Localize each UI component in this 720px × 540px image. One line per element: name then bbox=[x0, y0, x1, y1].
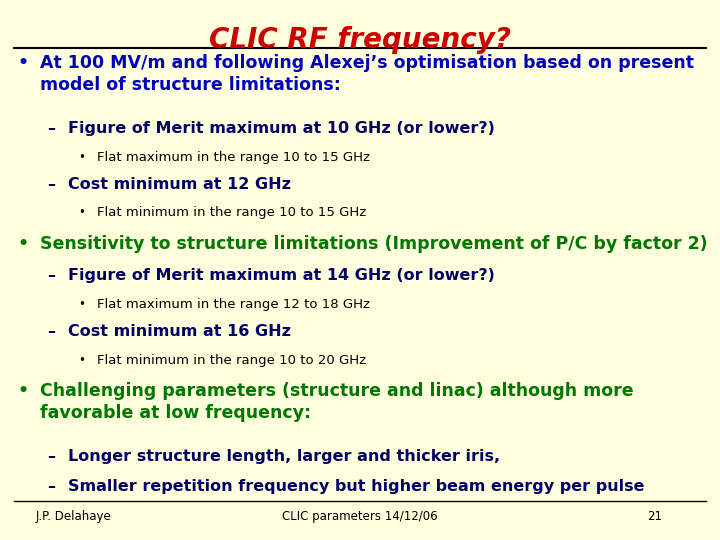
Text: Flat minimum in the range 10 to 15 GHz: Flat minimum in the range 10 to 15 GHz bbox=[97, 206, 366, 219]
Text: –: – bbox=[47, 177, 55, 192]
Text: Flat maximum in the range 10 to 15 GHz: Flat maximum in the range 10 to 15 GHz bbox=[97, 151, 370, 164]
Text: •: • bbox=[78, 151, 85, 164]
Text: Figure of Merit maximum at 14 GHz (or lower?): Figure of Merit maximum at 14 GHz (or lo… bbox=[68, 268, 495, 284]
Text: –: – bbox=[47, 449, 55, 464]
Text: At 100 MV/m and following Alexej’s optimisation based on present
model of struct: At 100 MV/m and following Alexej’s optim… bbox=[40, 54, 693, 93]
Text: •: • bbox=[78, 354, 85, 367]
Text: Figure of Merit maximum at 10 GHz (or lower?): Figure of Merit maximum at 10 GHz (or lo… bbox=[68, 121, 495, 136]
Text: CLIC parameters 14/12/06: CLIC parameters 14/12/06 bbox=[282, 510, 438, 523]
Text: Flat minimum in the range 10 to 20 GHz: Flat minimum in the range 10 to 20 GHz bbox=[97, 354, 366, 367]
Text: Cost minimum at 16 GHz: Cost minimum at 16 GHz bbox=[68, 324, 292, 339]
Text: Smaller repetition frequency but higher beam energy per pulse: Smaller repetition frequency but higher … bbox=[68, 479, 645, 494]
Text: –: – bbox=[47, 121, 55, 136]
Text: •: • bbox=[18, 382, 29, 400]
Text: •: • bbox=[18, 54, 29, 72]
Text: •: • bbox=[18, 235, 29, 253]
Text: 21: 21 bbox=[647, 510, 662, 523]
Text: Longer structure length, larger and thicker iris,: Longer structure length, larger and thic… bbox=[68, 449, 500, 464]
Text: Challenging parameters (structure and linac) although more
favorable at low freq: Challenging parameters (structure and li… bbox=[40, 382, 633, 422]
Text: Cost minimum at 12 GHz: Cost minimum at 12 GHz bbox=[68, 177, 292, 192]
Text: Sensitivity to structure limitations (Improvement of P/C by factor 2): Sensitivity to structure limitations (Im… bbox=[40, 235, 707, 253]
Text: •: • bbox=[78, 206, 85, 219]
Text: •: • bbox=[78, 298, 85, 311]
Text: –: – bbox=[47, 479, 55, 494]
Text: CLIC RF frequency?: CLIC RF frequency? bbox=[209, 26, 511, 54]
Text: Flat maximum in the range 12 to 18 GHz: Flat maximum in the range 12 to 18 GHz bbox=[97, 298, 370, 311]
Text: –: – bbox=[47, 268, 55, 284]
Text: –: – bbox=[47, 324, 55, 339]
Text: J.P. Delahaye: J.P. Delahaye bbox=[36, 510, 112, 523]
